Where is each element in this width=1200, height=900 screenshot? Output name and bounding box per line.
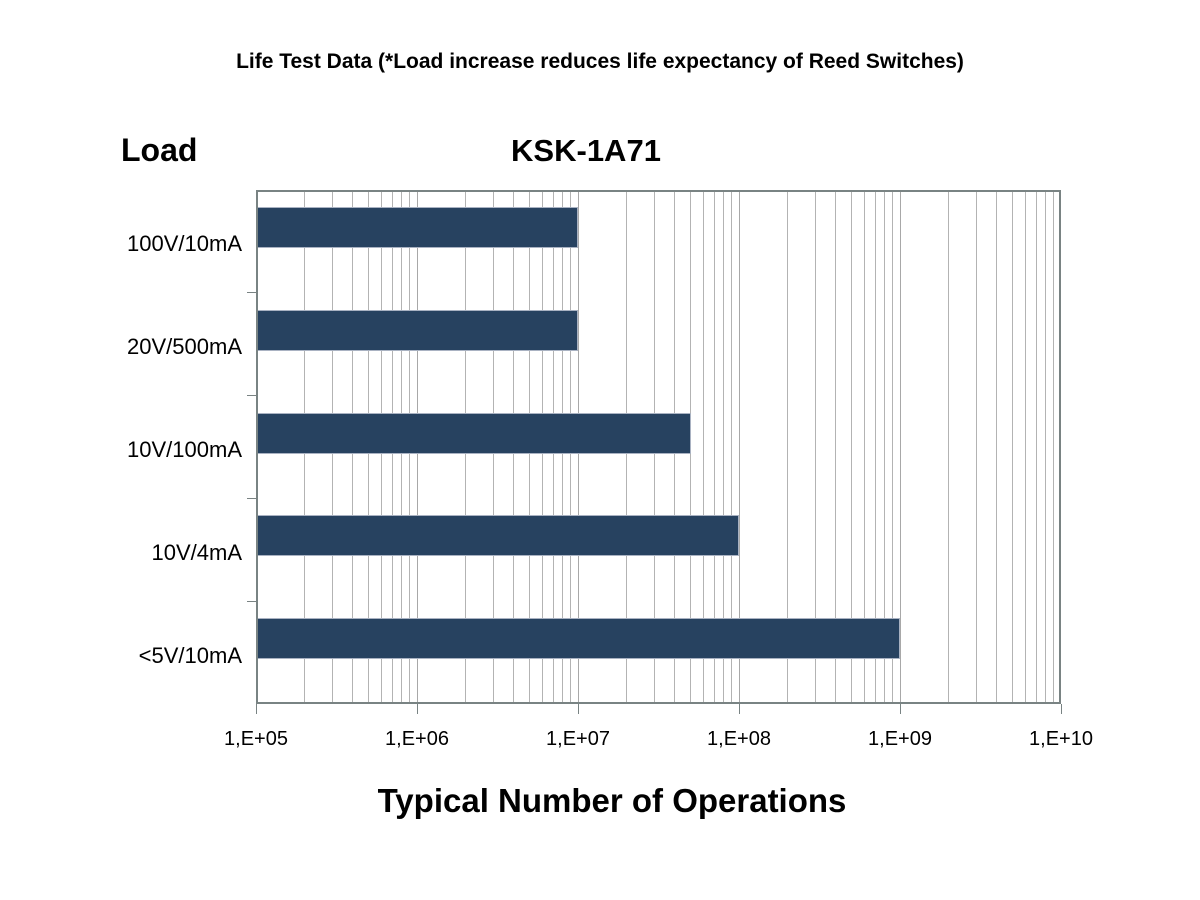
minor-gridline [731, 190, 733, 704]
bar-10V/4mA [256, 515, 739, 557]
x-axis-tick [255, 704, 257, 714]
category-label: <5V/10mA [138, 642, 242, 668]
minor-gridline [996, 190, 998, 704]
minor-gridline [874, 190, 876, 704]
category-label: 10V/100mA [127, 437, 242, 462]
minor-gridline [1012, 190, 1014, 704]
category-label: 10V/4mA [151, 539, 243, 565]
minor-gridline [947, 190, 949, 704]
minor-gridline [1044, 190, 1046, 704]
major-gridline [899, 190, 901, 704]
x-tick-label: 1,E+08 [707, 728, 771, 750]
y-axis-tick [247, 395, 256, 397]
minor-gridline [722, 190, 724, 704]
x-axis-tick [738, 704, 740, 714]
x-axis-tick [577, 704, 579, 714]
x-tick-label: 1,E+10 [1029, 728, 1093, 750]
category-label: 100V/10mA [127, 231, 242, 257]
category-label: 20V/500mA [127, 334, 242, 360]
minor-gridline [883, 190, 885, 704]
major-gridline [738, 190, 740, 704]
minor-gridline [786, 190, 788, 704]
series-heading: KSK-1A71 [511, 133, 661, 168]
x-tick-label: 1,E+06 [385, 728, 449, 750]
x-axis-tick [416, 704, 418, 714]
minor-gridline [835, 190, 837, 704]
x-axis-tick [1060, 704, 1062, 714]
x-tick-label: 1,E+05 [224, 728, 288, 750]
minor-gridline [702, 190, 704, 704]
chart-title: Life Test Data (*Load increase reduces l… [236, 50, 964, 73]
x-axis-title: Typical Number of Operations [377, 782, 847, 819]
x-tick-label: 1,E+09 [868, 728, 932, 750]
bar-<5V/10mA [256, 618, 900, 660]
minor-gridline [1035, 190, 1037, 704]
category-axis-labels: 100V/10mA 20V/500mA 10V/100mA 10V/4mA <5V/10… [0, 190, 242, 704]
bar-20V/500mA [256, 309, 578, 351]
minor-gridline [863, 190, 865, 704]
bar-100V/10mA [256, 207, 578, 248]
x-tick-label: 1,E+07 [546, 728, 610, 750]
y-axis-tick [247, 600, 256, 602]
minor-gridline [851, 190, 853, 704]
y-axis-tick [247, 497, 256, 499]
plot-area [247, 190, 1062, 714]
y-axis-tick [247, 292, 256, 294]
minor-gridline [690, 190, 692, 704]
minor-gridline [976, 190, 978, 704]
value-axis-labels: 1,E+05 1,E+06 1,E+07 1,E+08 1,E+09 1,E+10 [224, 726, 1093, 756]
minor-gridline [892, 190, 894, 704]
minor-gridline [815, 190, 817, 704]
minor-gridline [713, 190, 715, 704]
minor-gridline [1053, 190, 1055, 704]
minor-gridline [1024, 190, 1026, 704]
x-axis-tick [899, 704, 901, 714]
y-axis-heading: Load [121, 132, 198, 168]
bar-10V/100mA [256, 412, 691, 454]
